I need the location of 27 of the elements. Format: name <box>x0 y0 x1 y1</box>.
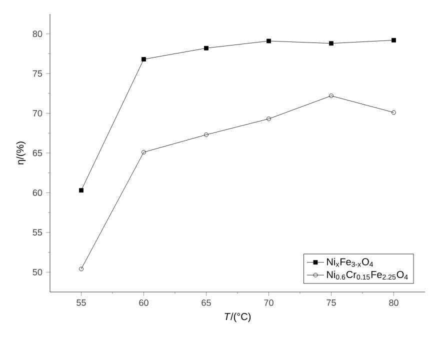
x-tick-label: 80 <box>389 300 398 306</box>
point <box>204 132 208 137</box>
x-tick-label: 65 <box>202 300 211 306</box>
y-tick-label: 50 <box>32 268 42 276</box>
y-axis-title: η/(%) <box>16 142 26 164</box>
point <box>392 38 396 42</box>
y-tick-label: 70 <box>32 110 42 116</box>
point <box>266 38 271 44</box>
point <box>79 188 84 193</box>
point <box>142 57 146 62</box>
x-tick-label: 70 <box>264 300 274 306</box>
x-tick-label: 60 <box>139 300 148 306</box>
point <box>204 46 208 50</box>
point <box>266 116 271 122</box>
point <box>142 150 146 154</box>
y-tick-label: 60 <box>32 190 42 196</box>
legend-label: Ni$_{0.6}$Cr$_{0.15}$Fe$_{2.25}$O$_{4}$ <box>327 270 408 280</box>
x-axis-title: T/(°C) <box>224 312 251 322</box>
point <box>329 41 334 46</box>
y-tick-label: 75 <box>32 70 42 77</box>
y-tick-label: 65 <box>32 150 42 156</box>
legend-label: Ni$_{x}$Fe$_{3-x}$O$_{4}$ <box>327 258 374 267</box>
x-tick-label: 55 <box>76 300 86 306</box>
x-tick-label: 75 <box>326 300 336 306</box>
y-tick-label: 80 <box>32 30 42 38</box>
point <box>329 94 334 98</box>
y-tick-label: 55 <box>32 229 42 236</box>
